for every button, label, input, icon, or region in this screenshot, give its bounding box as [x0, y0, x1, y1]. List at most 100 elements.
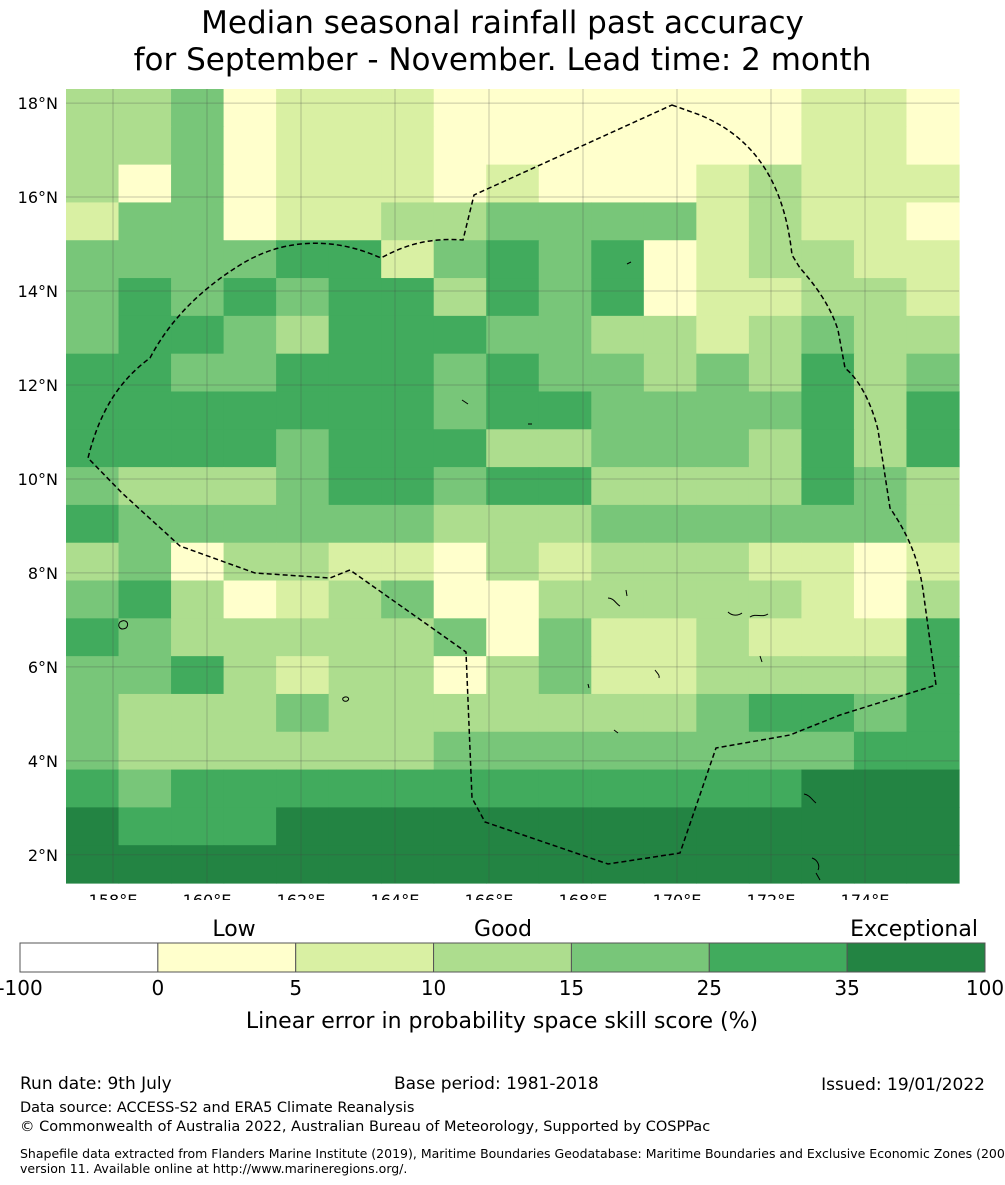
skill-cell: [801, 467, 855, 506]
skill-cell: [223, 240, 277, 279]
skill-cell: [223, 845, 277, 884]
skill-cell: [328, 504, 382, 544]
skill-cell: [66, 89, 120, 128]
skill-cell: [486, 542, 540, 582]
skill-cell: [328, 845, 382, 884]
skill-cell: [66, 504, 120, 544]
skill-cell: [643, 542, 697, 582]
lon-tick-label: 174°E: [841, 891, 890, 900]
skill-cell: [696, 164, 750, 204]
skill-cell: [906, 542, 960, 582]
skill-cell: [643, 164, 697, 204]
skill-cell: [66, 656, 120, 695]
skill-cell: [591, 353, 645, 393]
skill-cell: [643, 769, 697, 808]
skill-cell: [171, 89, 225, 128]
skill-cell: [118, 278, 172, 317]
skill-cell: [801, 89, 855, 128]
skill-cell: [171, 807, 225, 846]
skill-cell: [433, 391, 487, 430]
island-shape: [118, 620, 129, 630]
lon-tick-label: 164°E: [371, 891, 420, 900]
skill-cell: [696, 542, 750, 582]
skill-cell: [223, 580, 277, 619]
skill-cell: [591, 845, 645, 884]
skill-cell: [276, 89, 330, 128]
skill-cell: [538, 467, 592, 506]
skill-cell: [591, 240, 645, 279]
skill-cell: [223, 429, 277, 468]
skill-cell: [328, 391, 382, 430]
skill-cell: [853, 315, 908, 355]
skill-cell: [328, 164, 382, 204]
skill-cell: [643, 656, 697, 695]
skill-cell: [591, 278, 645, 317]
skill-cell: [381, 202, 435, 241]
skill-cell: [118, 164, 172, 204]
skill-cell: [223, 353, 277, 393]
skill-cell: [381, 807, 435, 846]
skill-cell: [486, 693, 540, 733]
skill-cell: [118, 391, 172, 430]
skill-cell: [66, 353, 120, 393]
skill-cell: [433, 429, 487, 468]
skill-cell: [853, 693, 908, 733]
skill-cell: [906, 693, 960, 733]
skill-cell: [801, 391, 855, 430]
skill-cell: [381, 89, 435, 128]
skill-cell: [853, 467, 908, 506]
skill-cell: [801, 618, 855, 657]
skill-cell: [381, 656, 435, 695]
island-shape: [607, 597, 621, 607]
skill-cell: [171, 504, 225, 544]
skill-cell: [696, 126, 750, 166]
skill-cell: [696, 504, 750, 544]
copyright: © Commonwealth of Australia 2022, Austra…: [20, 1119, 711, 1135]
skill-cell: [538, 580, 592, 619]
skill-cell: [381, 618, 435, 657]
skill-cell: [433, 504, 487, 544]
skill-cell: [906, 580, 960, 619]
skill-cell: [643, 89, 697, 128]
skill-cell: [853, 656, 908, 695]
skill-cell: [433, 278, 487, 317]
skill-cell: [433, 656, 487, 695]
island-shape: [625, 589, 628, 597]
skill-cell: [591, 693, 645, 733]
island-shape: [613, 729, 619, 734]
skill-cell: [538, 693, 592, 733]
skill-cell: [381, 542, 435, 582]
colorbar-swatches: [19, 942, 986, 973]
skill-cell: [486, 656, 540, 695]
skill-cell: [643, 126, 697, 166]
skill-cell: [276, 656, 330, 695]
skill-cell: [66, 731, 120, 771]
skill-cell: [276, 580, 330, 619]
skill-cell: [906, 504, 960, 544]
skill-cell: [276, 164, 330, 204]
category-label-exceptional: Exceptional: [850, 917, 978, 942]
skill-cell: [538, 656, 592, 695]
skill-cell: [328, 693, 382, 733]
skill-cell: [906, 278, 960, 317]
skill-cell: [906, 807, 960, 846]
skill-cell: [118, 656, 172, 695]
skill-cell: [381, 693, 435, 733]
skill-cell: [171, 126, 225, 166]
skill-cell: [696, 240, 750, 279]
skill-cell: [276, 845, 330, 884]
skill-cell: [853, 240, 908, 279]
skill-cell: [171, 845, 225, 884]
lon-tick-label: 160°E: [183, 891, 232, 900]
island-shape: [815, 872, 821, 881]
skill-cell: [433, 240, 487, 279]
skill-cell: [906, 202, 960, 241]
skill-cell: [381, 731, 435, 771]
skill-cell: [276, 731, 330, 771]
skill-cell: [853, 504, 908, 544]
skill-cell: [591, 769, 645, 808]
skill-cell: [538, 542, 592, 582]
skill-cell: [801, 202, 855, 241]
skill-cell: [853, 429, 908, 468]
skill-cell: [328, 542, 382, 582]
